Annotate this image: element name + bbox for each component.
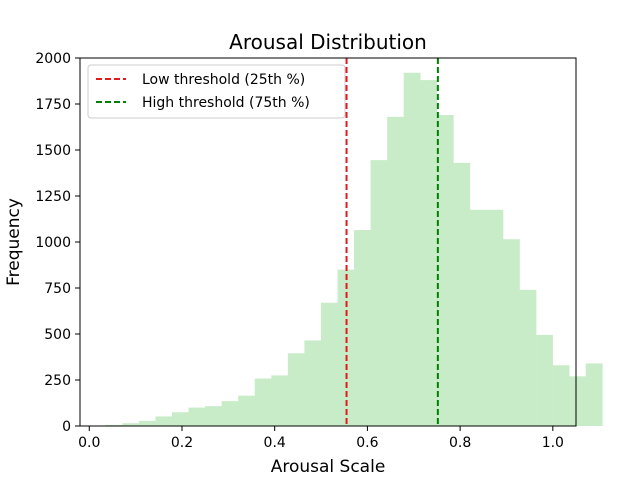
histogram-bar <box>287 353 305 426</box>
histogram-bar <box>304 340 322 426</box>
legend-label-low: Low threshold (25th %) <box>142 72 305 88</box>
histogram-bar <box>436 115 454 426</box>
histogram-bar <box>536 334 553 426</box>
y-tick-label: 2000 <box>35 51 71 67</box>
y-tick-label: 1500 <box>35 143 71 159</box>
legend-label-high: High threshold (75th %) <box>142 95 310 111</box>
x-tick-label: 0.4 <box>264 435 286 451</box>
histogram-bar <box>519 289 537 426</box>
y-tick-label: 1250 <box>35 189 71 205</box>
histogram-bar <box>354 230 371 426</box>
histogram-bar <box>370 160 388 426</box>
histogram-bar <box>569 376 587 426</box>
x-axis-label: Arousal Scale <box>271 457 386 477</box>
histogram-bar <box>254 378 272 426</box>
histogram-bar <box>453 162 471 426</box>
histogram-bar <box>486 209 504 426</box>
y-axis-ticks: 0 250 500 750 1000 1250 1500 1750 2000 <box>35 51 80 435</box>
histogram-bar <box>205 406 222 426</box>
histogram-bar <box>403 72 421 426</box>
histogram-bar <box>188 407 206 426</box>
y-tick-label: 1000 <box>35 235 71 251</box>
histogram-bars <box>89 72 603 426</box>
y-tick-label: 250 <box>44 373 71 389</box>
chart-title: Arousal Distribution <box>229 30 427 54</box>
y-tick-label: 0 <box>62 419 71 435</box>
histogram-bar <box>238 395 256 426</box>
histogram-bar <box>138 420 156 426</box>
histogram-bar <box>420 80 438 426</box>
x-tick-label: 0.8 <box>449 435 471 451</box>
y-tick-label: 500 <box>44 327 71 343</box>
x-axis-ticks: 0.0 0.2 0.4 0.6 0.8 1.0 <box>78 426 564 451</box>
legend: Low threshold (25th %) High threshold (7… <box>87 64 346 119</box>
threshold-lines <box>345 58 439 426</box>
histogram-bar <box>105 424 123 426</box>
y-tick-label: 1750 <box>35 97 71 113</box>
y-tick-label: 750 <box>44 281 71 297</box>
y-axis-label: Frequency <box>4 198 24 286</box>
x-tick-label: 0.6 <box>356 435 378 451</box>
x-tick-label: 1.0 <box>542 435 564 451</box>
histogram-bar <box>502 239 520 426</box>
histogram-bar <box>469 209 487 426</box>
histogram-bar <box>122 423 140 426</box>
histogram-bar <box>271 375 289 426</box>
legend-box <box>87 64 346 119</box>
histogram-bar <box>387 116 404 426</box>
histogram-bar <box>155 416 173 426</box>
histogram-bar <box>585 363 603 426</box>
histogram-bar <box>172 412 189 426</box>
x-tick-label: 0.2 <box>171 435 193 451</box>
x-tick-label: 0.0 <box>78 435 100 451</box>
histogram-bar <box>221 401 239 426</box>
histogram-bar <box>552 365 570 426</box>
histogram-bar <box>320 302 338 426</box>
